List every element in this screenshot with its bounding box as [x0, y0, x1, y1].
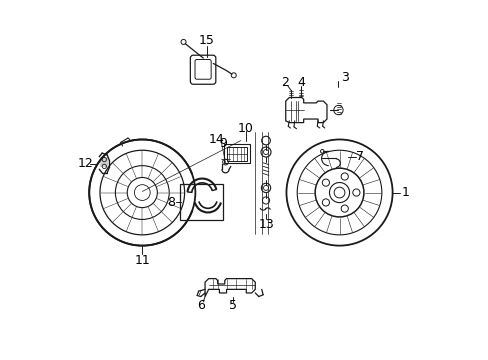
- Bar: [224, 144, 250, 163]
- Text: 12: 12: [78, 157, 93, 170]
- Bar: [227, 147, 246, 161]
- Text: 10: 10: [237, 122, 253, 135]
- Text: 15: 15: [199, 33, 214, 47]
- Text: 14: 14: [208, 133, 224, 146]
- Text: 11: 11: [134, 254, 150, 267]
- Text: 4: 4: [297, 76, 305, 89]
- Bar: [180, 184, 223, 220]
- Text: 7: 7: [355, 150, 363, 163]
- Text: 13: 13: [258, 218, 274, 231]
- Text: 6: 6: [196, 299, 204, 312]
- Text: 1: 1: [400, 186, 408, 199]
- Text: 5: 5: [228, 299, 237, 312]
- Text: 3: 3: [340, 71, 348, 84]
- Text: 8: 8: [166, 196, 175, 209]
- Text: 9: 9: [219, 136, 226, 149]
- Text: 2: 2: [280, 76, 288, 89]
